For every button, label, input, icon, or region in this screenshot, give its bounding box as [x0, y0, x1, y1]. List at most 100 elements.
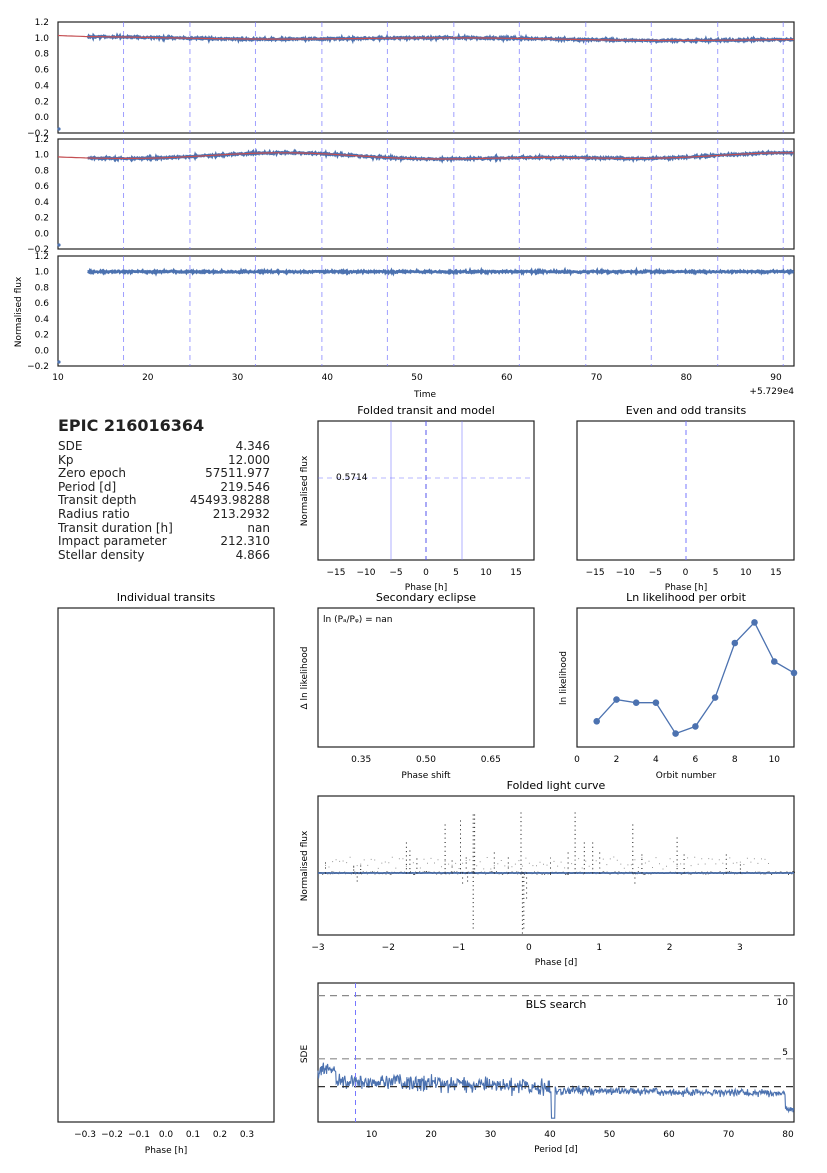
x-tick-label: 0: [423, 568, 429, 578]
lightcurve-panel-2: 1.2 1.0 0.8 0.6 0.4 0.2 0.0 −0.2: [27, 135, 795, 255]
folded-outlier-points: [353, 866, 355, 874]
ln-likelihood-point: [593, 718, 600, 725]
x-tick-label: 20: [425, 1130, 437, 1140]
lightcurve-offset-label: +5.729e4: [749, 387, 794, 397]
x-tick-label: 0.3: [240, 1130, 254, 1140]
x-tick-label: 20: [142, 373, 154, 383]
x-tick-label: 2: [614, 755, 620, 765]
x-tick-label: 0.50: [416, 755, 436, 765]
secondary-ylabel: Δ ln likelihood: [300, 647, 310, 710]
ln-likelihood-point: [771, 658, 778, 665]
x-tick-label: 10: [52, 373, 64, 383]
target-info: EPIC 216016364 SDE 4.346 Kp 12.000 Zero ep…: [58, 416, 270, 562]
y-tick-label: 0.4: [35, 198, 50, 208]
x-tick-label: 10: [740, 568, 752, 578]
secondary-eclipse-panel: Secondary eclipse ln (Pₐ/Pᵩ) = nan 0.35 0…: [300, 591, 535, 781]
info-row: Transit depth 45493.98288: [58, 494, 270, 508]
y-tick-label: 0.4: [35, 81, 50, 91]
y-tick-label: 0.4: [35, 315, 50, 325]
x-tick-label: −10: [616, 568, 635, 578]
x-tick-label: −0.2: [101, 1130, 123, 1140]
y-tick-label: −0.2: [27, 129, 49, 139]
secondary-annotation: ln (Pₐ/Pᵩ) = nan: [323, 615, 392, 625]
ln-likelihood-point: [751, 619, 758, 626]
folded-outlier-points: [725, 854, 727, 874]
x-tick-label: 50: [604, 1130, 616, 1140]
y-tick-label: 1.2: [35, 18, 49, 28]
y-tick-label: 1.0: [35, 268, 50, 278]
y-tick-label: 0.0: [35, 346, 50, 356]
bls-title: BLS search: [526, 998, 587, 1011]
x-tick-label: 30: [485, 1130, 497, 1140]
folded-outlier-points: [460, 820, 461, 874]
info-value: 4.346: [235, 439, 270, 453]
info-label: Radius ratio: [58, 506, 130, 521]
bls-xlabel: Period [d]: [534, 1145, 578, 1155]
folded-transit-xlabel: Phase [h]: [405, 583, 447, 593]
y-tick-label: 0.6: [35, 299, 50, 309]
folded-outlier-points: [465, 857, 467, 874]
y-tick-label: −0.2: [27, 362, 49, 372]
x-tick-label: 40: [322, 373, 334, 383]
x-tick-label: 8: [732, 755, 738, 765]
y-tick-label: 0.0: [35, 113, 50, 123]
x-tick-label: 60: [663, 1130, 675, 1140]
y-tick-label: 0.8: [35, 166, 50, 176]
x-tick-label: 1: [596, 943, 602, 953]
ln-likelihood-point: [613, 696, 620, 703]
folded-outlier-points: [416, 858, 418, 874]
y-tick-label: 0.6: [35, 182, 50, 192]
info-row: Kp 12.000: [58, 452, 270, 468]
ln-likelihood-point: [711, 694, 719, 701]
folded-outlier-points: [574, 812, 576, 874]
y-tick-label: 0.2: [35, 97, 49, 107]
folded-outlier-points: [451, 860, 453, 874]
info-value: 212.310: [220, 534, 270, 549]
x-tick-label: −15: [327, 568, 346, 578]
folded-lc-xlabel: Phase [d]: [535, 958, 577, 968]
folded-lc-ylabel: Normalised flux: [300, 830, 310, 901]
info-row: SDE 4.346: [58, 439, 270, 454]
even-odd-xlabel: Phase [h]: [665, 583, 707, 593]
folded-outlier-points: [632, 824, 634, 874]
y-tick-label: 0.2: [35, 214, 49, 224]
ln-likelihood-point: [652, 699, 660, 706]
info-label: Impact parameter: [58, 534, 167, 549]
x-tick-label: 10: [366, 1130, 378, 1140]
y-tick-label: 0.0: [35, 229, 50, 239]
secondary-xlabel: Phase shift: [401, 771, 451, 781]
folded-secondary-points: [325, 856, 769, 870]
folded-outlier-points: [526, 872, 528, 899]
x-tick-label: −0.3: [74, 1130, 96, 1140]
individual-xlabel: Phase [h]: [145, 1146, 187, 1156]
info-label: Period [d]: [58, 479, 117, 494]
x-tick-label: 40: [544, 1130, 556, 1140]
folded-outlier-points: [634, 872, 636, 884]
y-tick-label: −0.2: [27, 245, 49, 255]
lightcurve-xlabel: Time: [413, 390, 436, 400]
info-value: 4.866: [235, 547, 270, 562]
x-tick-label: 2: [667, 943, 673, 953]
folded-outlier-points: [520, 812, 522, 874]
info-row: Radius ratio 213.2932: [58, 506, 270, 522]
x-tick-label: 0.65: [481, 755, 501, 765]
ln-likelihood-point: [632, 699, 640, 706]
y-tick-label: 1.2: [35, 252, 49, 262]
ln-likelihood-point: [692, 723, 699, 730]
individual-title: Individual transits: [117, 591, 216, 604]
info-label: Kp: [58, 452, 74, 467]
x-tick-label: 50: [411, 373, 423, 383]
folded-outlier-points: [356, 872, 358, 882]
folded-outlier-points: [523, 872, 525, 929]
x-tick-label: −2: [382, 943, 395, 953]
x-tick-label: 0.0: [159, 1130, 174, 1140]
x-tick-label: 15: [770, 568, 781, 578]
ln-likelihood-ylabel: ln likelihood: [559, 651, 569, 705]
folded-outlier-points: [325, 862, 326, 874]
x-tick-label: 10: [480, 568, 492, 578]
x-tick-label: 0: [683, 568, 689, 578]
x-tick-label: −10: [357, 568, 376, 578]
lightcurve-ylabel: Normalised flux: [14, 276, 24, 347]
outlier-point: [57, 360, 61, 364]
y-tick-label: 1.0: [35, 34, 50, 44]
